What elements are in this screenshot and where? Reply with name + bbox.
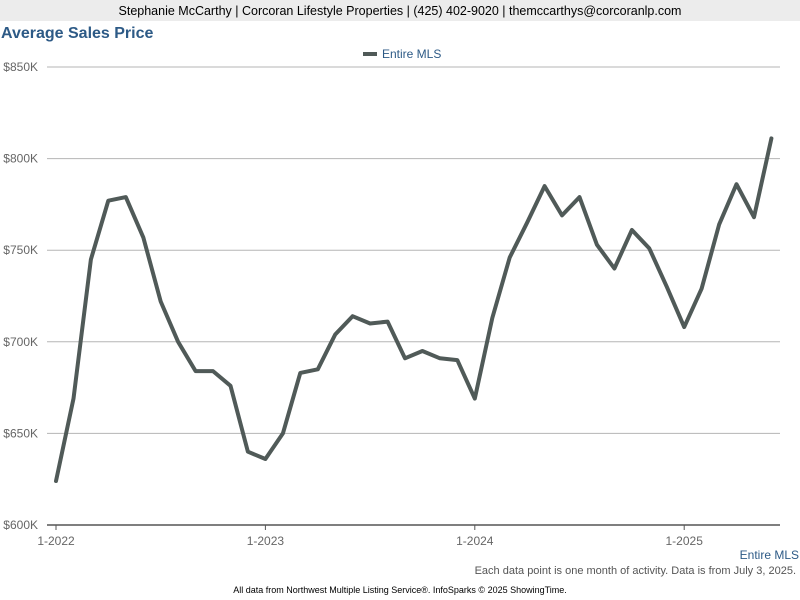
series-footer-label: Entire MLS [739,548,799,562]
y-tick-label: $800K [3,152,38,166]
x-tick-label: 1-2023 [247,534,285,548]
y-tick-label: $700K [3,335,38,349]
series-line-entire-mls [54,136,774,483]
y-tick-label: $650K [3,426,38,440]
contact-header: Stephanie McCarthy | Corcoran Lifestyle … [0,0,800,21]
x-tick-label: 1-2025 [666,534,704,548]
x-axis-labels: 1-2022 1-2023 1-2024 1-2025 [37,534,703,548]
x-tick-label: 1-2022 [37,534,75,548]
y-tick-label: $750K [3,243,38,257]
contact-text: Stephanie McCarthy | Corcoran Lifestyle … [118,3,682,18]
series-lines [54,136,774,483]
chart-title: Average Sales Price [1,25,154,42]
data-credit: All data from Northwest Multiple Listing… [233,585,567,595]
legend: Entire MLS [363,47,441,61]
legend-label: Entire MLS [382,47,441,61]
data-note: Each data point is one month of activity… [474,565,796,577]
x-axis [47,524,780,530]
y-tick-label: $600K [3,518,38,532]
x-tick-label: 1-2024 [456,534,494,548]
y-tick-label: $850K [3,60,38,74]
grid-lines [47,66,780,434]
y-axis-labels: $600K $650K $700K $750K $800K $850K [3,60,38,532]
